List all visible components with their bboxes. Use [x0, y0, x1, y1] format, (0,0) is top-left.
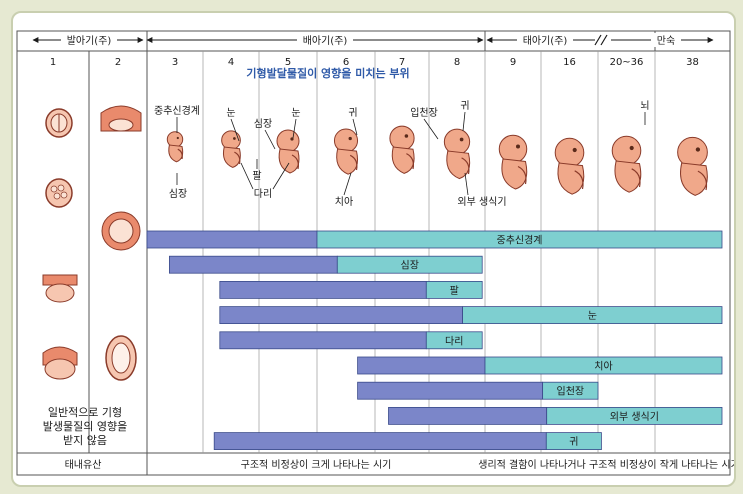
week-label: 5 — [285, 57, 291, 68]
bar-8: 귀 — [213, 432, 602, 451]
embryo-figure — [554, 137, 585, 195]
bar-major-segment — [146, 230, 318, 249]
bar-major-segment — [357, 356, 486, 375]
week-label: 6 — [343, 57, 349, 68]
embryo-figure — [166, 131, 184, 163]
week-label: 8 — [454, 57, 460, 68]
bar-3: 눈 — [219, 306, 723, 325]
bar-label: 다리 — [445, 335, 463, 347]
period-term: 만숙 — [657, 35, 675, 47]
label-brain: 뇌 — [640, 100, 649, 112]
label-heart-bottom: 심장 — [169, 188, 187, 200]
bar-label: 입천장 — [557, 385, 585, 398]
bar-minor-segment — [425, 331, 483, 350]
axis-break — [594, 34, 608, 46]
label-eye: 눈 — [226, 107, 235, 119]
embryo-figure — [498, 134, 528, 190]
bar-major-segment — [219, 331, 427, 350]
bar-minor-segment — [545, 432, 602, 451]
week-labels: 1 2 3 4 5 6 7 8 9 16 20~36 38 — [50, 57, 699, 68]
week-label: 9 — [510, 57, 516, 68]
bar-minor-segment — [425, 280, 483, 299]
label-heart: 심장 — [254, 118, 272, 130]
label-leg: 다리 — [254, 188, 272, 200]
bar-1: 심장 — [168, 255, 483, 274]
bar-minor-segment — [316, 230, 723, 249]
embryo-figure — [677, 136, 708, 196]
bar-label: 치아 — [594, 361, 612, 373]
chart-title: 기형발달물질이 영향을 미치는 부위 — [246, 66, 409, 80]
week-label: 38 — [686, 57, 699, 68]
bar-7: 외부 생식기 — [388, 406, 723, 425]
label-genitals: 외부 생식기 — [457, 196, 506, 208]
bar-minor-segment — [336, 255, 483, 274]
week-label: 1 — [50, 57, 56, 68]
zygote-illustrations — [42, 105, 142, 381]
bar-label: 중추신경계 — [497, 234, 543, 247]
bar-minor-segment — [484, 356, 723, 375]
note-line-1: 일반적으로 기형 — [48, 405, 122, 419]
label-teeth: 치아 — [335, 196, 353, 208]
bar-major-segment — [213, 432, 547, 451]
footer-major: 구조적 비정상이 크게 나타나는 시기 — [241, 459, 392, 471]
bar-label: 심장 — [401, 260, 419, 272]
week-label: 2 — [115, 57, 121, 68]
bar-4: 다리 — [219, 331, 483, 350]
diagram-frame: 발아기(주) 배아기(주) 태아기(주) 만숙 1 2 3 4 5 6 7 8 9 16 20~36… — [11, 11, 736, 487]
week-label: 3 — [172, 57, 178, 68]
label-cns: 중추신경계 — [154, 104, 200, 117]
bar-label: 팔 — [450, 285, 459, 297]
label-ear: 귀 — [348, 107, 357, 119]
bar-label: 외부 생식기 — [610, 411, 659, 423]
bar-minor-segment — [546, 406, 723, 425]
bar-label: 귀 — [569, 436, 578, 448]
week-label: 7 — [399, 57, 405, 68]
bar-0: 중추신경계 — [146, 230, 723, 249]
embryo-figure — [443, 128, 471, 180]
period-pre: 발아기(주) — [67, 35, 112, 47]
embryo-figure — [333, 128, 359, 175]
period-fetal: 태아기(주) — [523, 35, 568, 47]
bar-major-segment — [168, 255, 338, 274]
period-embryo: 배아기(주) — [303, 35, 348, 47]
embryo-figure — [276, 129, 300, 174]
bar-minor-segment — [462, 306, 723, 325]
label-palate: 입천장 — [410, 106, 438, 119]
footer-miscarriage: 태내유산 — [65, 459, 102, 471]
bar-major-segment — [219, 306, 464, 325]
week-label: 16 — [563, 57, 576, 68]
embryo-figure — [389, 125, 415, 174]
grid-border — [16, 30, 731, 476]
label-eye2: 눈 — [291, 107, 300, 119]
bar-major-segment — [219, 280, 427, 299]
bar-major-segment — [388, 406, 548, 425]
bar-5: 치아 — [357, 356, 723, 375]
embryo-figure — [221, 130, 241, 168]
note-line-3: 받지 않음 — [63, 434, 107, 447]
bar-6: 입천장 — [357, 381, 599, 400]
bar-2: 팔 — [219, 280, 483, 299]
footer-minor: 생리적 결함이 나타나거나 구조적 비정상이 작게 나타나는 시기 — [478, 459, 734, 471]
bar-minor-segment — [542, 381, 599, 400]
bar-label: 눈 — [588, 310, 597, 322]
teratogen-chart: 발아기(주) 배아기(주) 태아기(주) 만숙 1 2 3 4 5 6 7 8 9 16 20~36… — [16, 30, 734, 476]
bar-major-segment — [357, 381, 544, 400]
note-line-2: 발생물질의 영향을 — [43, 420, 127, 433]
embryo-figure — [611, 135, 642, 193]
pointer-lines — [176, 111, 646, 196]
label-ear2: 귀 — [460, 100, 469, 112]
embryo-illustrations — [166, 125, 708, 196]
label-arm: 팔 — [252, 170, 261, 182]
week-label: 20~36 — [610, 57, 644, 68]
week-label: 4 — [228, 57, 234, 68]
